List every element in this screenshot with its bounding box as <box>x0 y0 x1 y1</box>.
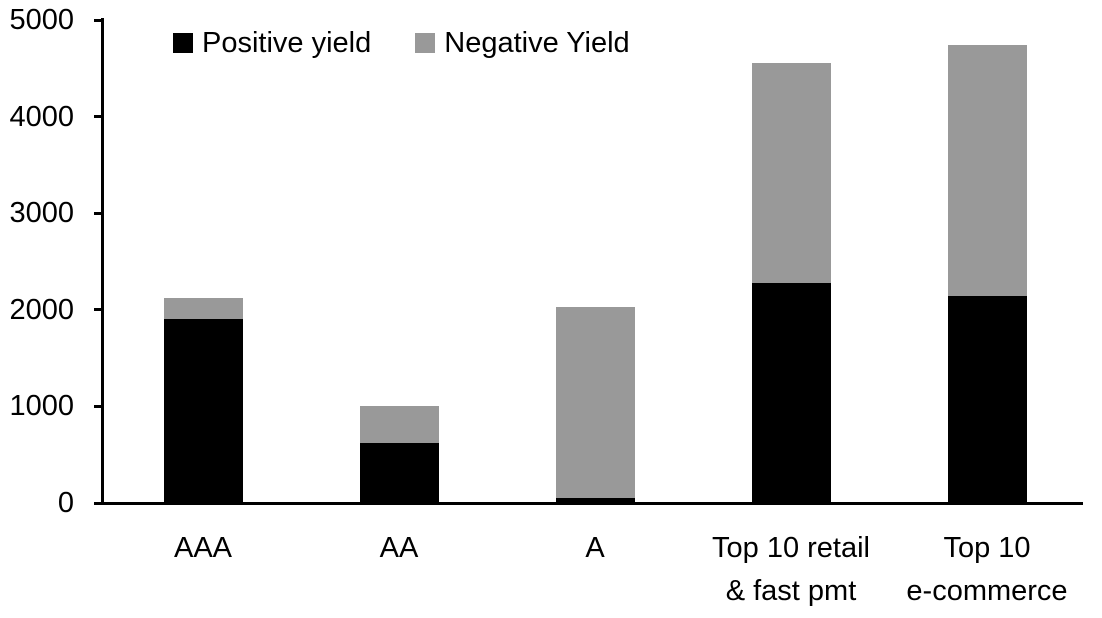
y-axis-tick-label: 3000 <box>9 197 74 230</box>
x-axis-category-label: Top 10 e-commerce <box>857 527 1102 613</box>
bar-segment-positive-yield <box>163 319 243 503</box>
x-axis-category-label: AA <box>269 527 529 570</box>
y-axis-tick-label: 5000 <box>9 4 74 36</box>
bar-segment-negative-yield <box>163 298 243 320</box>
y-axis-tick-label: 4000 <box>9 100 74 133</box>
y-axis-tick <box>94 404 103 408</box>
y-axis-tick-label: 2000 <box>9 293 74 326</box>
x-axis-category-label: A <box>465 527 725 570</box>
y-axis-tick <box>94 115 103 119</box>
x-axis-line <box>101 502 1083 505</box>
y-axis-tick <box>94 501 103 505</box>
bar-segment-positive-yield <box>947 296 1027 503</box>
bar-segment-negative-yield <box>751 63 831 283</box>
y-axis-tick-label: 1000 <box>9 390 74 423</box>
y-axis-tick-label: 0 <box>57 487 74 519</box>
x-axis-category-label-line: Top 10 <box>943 532 1031 564</box>
y-axis-tick <box>94 308 103 312</box>
y-axis-line <box>101 18 104 505</box>
legend-swatch-icon <box>415 33 436 53</box>
bar-segment-positive-yield <box>359 443 439 503</box>
legend-label: Negative Yield <box>444 27 630 59</box>
bar-segment-positive-yield <box>555 498 635 503</box>
chart-legend: Positive yield Negative Yield <box>173 28 630 58</box>
legend-item-negative-yield: Negative Yield <box>415 27 630 59</box>
bar-segment-positive-yield <box>751 282 831 503</box>
legend-swatch-icon <box>173 33 193 53</box>
x-axis-category-label-line: e-commerce <box>906 575 1068 607</box>
y-axis-tick <box>94 211 103 215</box>
legend-item-positive-yield: Positive yield <box>173 28 371 58</box>
x-axis-category-label: AAA <box>73 527 333 570</box>
bar-segment-negative-yield <box>947 45 1027 297</box>
x-axis-category-label: Top 10 retail & fast pmt <box>661 527 921 613</box>
x-axis-category-label-line: Top 10 retail <box>712 532 870 564</box>
x-axis-category-label-line: AAA <box>173 532 233 564</box>
y-axis-tick <box>94 18 103 22</box>
x-axis-category-label-line: & fast pmt <box>725 575 857 607</box>
x-axis-category-label-line: A <box>585 532 605 564</box>
x-axis-category-label-line: AA <box>379 532 419 564</box>
legend-label: Positive yield <box>202 27 372 59</box>
bar-segment-negative-yield <box>359 406 439 444</box>
bar-segment-negative-yield <box>555 306 635 499</box>
